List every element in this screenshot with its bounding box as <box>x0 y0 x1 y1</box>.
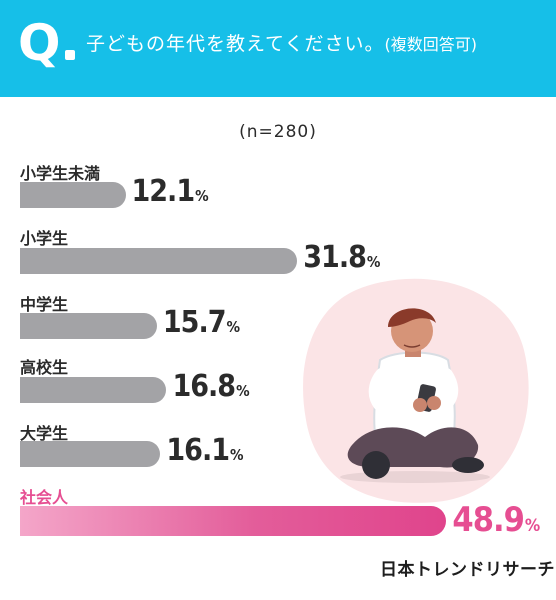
bar <box>20 506 447 536</box>
data-label-value: 12.1 <box>131 174 196 209</box>
data-label-value: 48.9 <box>452 500 524 540</box>
data-label-value: 16.1 <box>166 433 230 468</box>
question-main: 子どもの年代を教えてください。 <box>86 33 385 55</box>
data-label-unit: % <box>195 187 209 205</box>
bar <box>20 377 167 403</box>
category-label: 小学生 <box>20 229 69 248</box>
bar <box>20 441 161 467</box>
question-text: 子どもの年代を教えてください。(複数回答可) <box>86 30 477 59</box>
data-label: 16.8% <box>172 369 249 404</box>
category-label: 大学生 <box>20 424 69 443</box>
data-label-value: 16.8 <box>172 369 236 404</box>
question-note: (複数回答可) <box>384 35 477 54</box>
person-illustration <box>340 308 490 483</box>
q-mark: Q <box>18 14 61 72</box>
category-label: 中学生 <box>20 295 69 314</box>
data-label-unit: % <box>524 516 541 536</box>
data-label: 15.7% <box>163 305 240 340</box>
data-label: 48.9% <box>452 500 540 540</box>
data-label-value: 15.7 <box>162 305 227 340</box>
question-header: Q 子どもの年代を教えてください。(複数回答可) <box>0 0 556 97</box>
q-dot <box>65 50 75 60</box>
category-label: 社会人 <box>20 488 69 507</box>
data-label-unit: % <box>236 382 250 400</box>
category-label: 小学生未満 <box>20 164 101 183</box>
sample-size: (n=280) <box>239 122 317 142</box>
data-label-unit: % <box>226 318 241 336</box>
bar <box>20 248 298 274</box>
data-label-value: 31.8 <box>303 240 367 275</box>
data-label-unit: % <box>366 253 381 271</box>
data-label-unit: % <box>229 446 244 464</box>
brand-logo: 日本トレンドリサーチ <box>380 560 555 580</box>
category-label: 高校生 <box>20 358 69 377</box>
data-label: 31.8% <box>303 240 380 275</box>
data-label: 12.1% <box>132 174 209 209</box>
bar <box>20 313 157 339</box>
bar <box>20 182 126 208</box>
data-label: 16.1% <box>166 433 243 468</box>
